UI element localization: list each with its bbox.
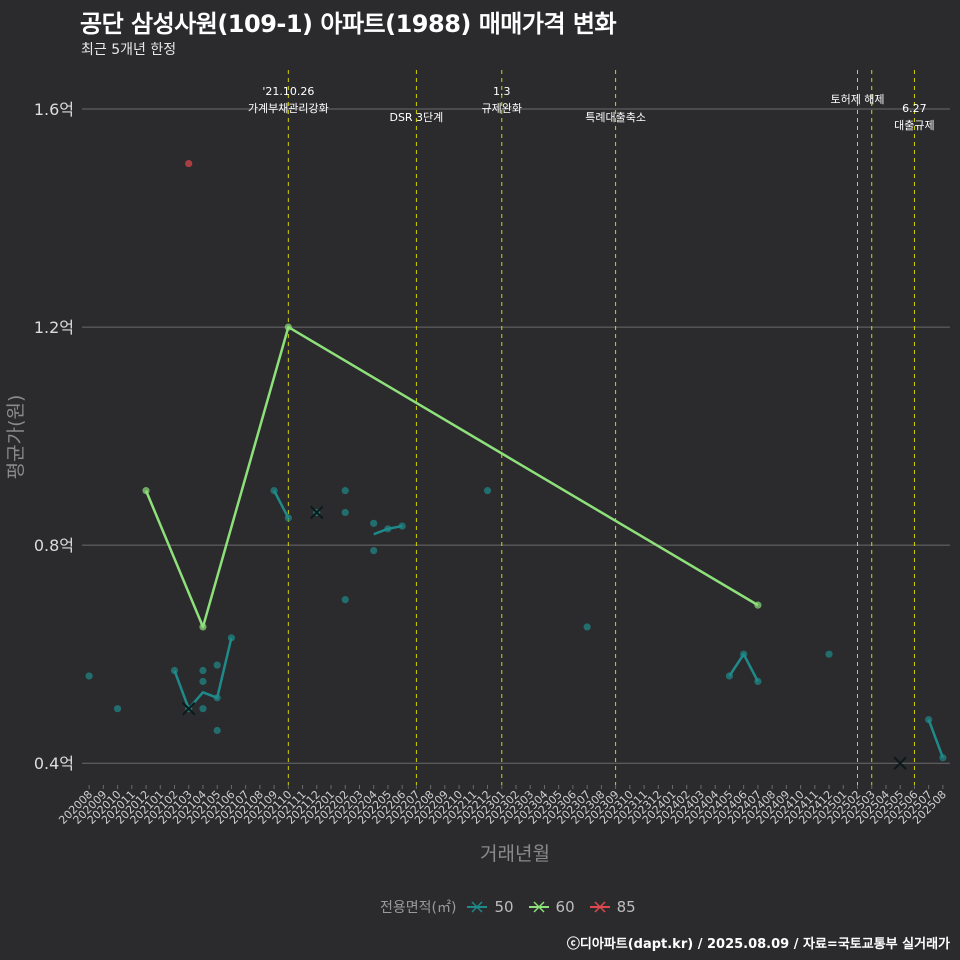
- x-marker-stroke: [893, 756, 907, 770]
- data-point-50: [583, 623, 591, 631]
- legend-title: 전용면적(㎡): [380, 900, 457, 916]
- chart-title: 공단 삼성사원(109-1) 아파트(1988) 매매가격 변화: [80, 10, 617, 38]
- event-annotation: DSR 3단계: [389, 111, 443, 124]
- data-point-50: [825, 650, 833, 658]
- data-point-50: [341, 596, 349, 604]
- data-point-50: [370, 547, 378, 555]
- y-tick-label: 0.8억: [34, 536, 74, 555]
- data-point-50: [341, 487, 349, 495]
- y-tick-label: 1.6억: [34, 100, 74, 119]
- legend-label-60: 60: [555, 898, 575, 916]
- data-point-50: [398, 522, 406, 530]
- series-line-50: [272, 490, 290, 519]
- data-point-60: [199, 623, 207, 631]
- data-point-60: [284, 323, 292, 331]
- data-point-50: [170, 666, 179, 675]
- data-point-50: [754, 677, 762, 686]
- x-axis-ticks: 2020082020092020102020112020122021012021…: [56, 785, 949, 827]
- series-lines: [144, 325, 945, 759]
- legend: 전용면적(㎡) 50 60 85: [380, 896, 650, 918]
- data-point-50: [213, 726, 221, 735]
- legend-swatch-50: [467, 901, 488, 913]
- data-point-50: [213, 661, 221, 669]
- data-point-50: [370, 519, 378, 527]
- series-line-50: [927, 719, 945, 759]
- x-marker-50: [893, 756, 907, 770]
- legend-item-85: 85: [589, 898, 636, 916]
- data-point-50: [199, 666, 207, 675]
- legend-item-60: 60: [528, 898, 575, 916]
- series-line-50: [728, 652, 760, 683]
- legend-item-50: 50: [466, 898, 514, 916]
- data-point-60: [142, 487, 150, 495]
- x-marker-stroke: [310, 505, 324, 520]
- data-point-50: [725, 672, 734, 680]
- data-point-50: [227, 634, 236, 642]
- data-point-50: [740, 650, 748, 658]
- event-annotation: 대출규제: [894, 119, 934, 132]
- data-point-50: [925, 715, 933, 724]
- grid-lines: [82, 108, 950, 764]
- x-axis-label: 거래년월: [480, 843, 550, 865]
- event-annotation: 특례대출축소: [585, 111, 646, 124]
- series-line-50: [173, 637, 233, 710]
- event-annotation: 토허제 해제: [830, 92, 884, 106]
- data-point-60: [754, 601, 762, 609]
- data-point-50: [213, 694, 221, 702]
- data-point-50: [199, 705, 207, 713]
- data-point-50: [199, 677, 207, 686]
- data-points: [85, 159, 947, 770]
- legend-label-50: 50: [494, 898, 514, 916]
- chart-subtitle: 최근 5개년 한정: [81, 42, 177, 58]
- event-annotation: 1.3: [493, 85, 511, 98]
- source-caption: ⓒ디아파트(dapt.kr) / 2025.08.09 / 자료=국토교통부 실…: [566, 937, 950, 952]
- data-point-50: [270, 487, 278, 495]
- event-annotation: 6.27: [902, 102, 927, 115]
- event-annotation: 규제완화: [482, 102, 522, 115]
- x-marker-stroke: [182, 701, 196, 716]
- data-point-50: [483, 487, 492, 495]
- data-point-50: [85, 672, 93, 680]
- series-line-60: [144, 325, 759, 629]
- event-lines: [287, 70, 915, 785]
- data-point-85: [185, 159, 193, 168]
- y-axis-label: 평균가(원): [5, 395, 27, 480]
- legend-label-85: 85: [616, 898, 636, 916]
- data-point-50: [341, 508, 349, 517]
- x-marker-50: [182, 701, 196, 716]
- legend-swatch-85: [589, 901, 610, 913]
- legend-swatch-60: [528, 901, 549, 913]
- event-annotation: 가계부채관리강화: [248, 102, 329, 115]
- event-annotation: '21.10.26: [262, 85, 314, 98]
- data-point-50: [939, 754, 947, 762]
- x-marker-50: [310, 505, 324, 520]
- data-point-50: [284, 514, 292, 522]
- y-tick-label: 0.4억: [34, 754, 74, 773]
- y-axis-ticks: 0.4억 0.8억 1.2억 1.6억: [34, 100, 74, 773]
- data-point-50: [384, 525, 392, 533]
- y-tick-label: 1.2억: [34, 318, 74, 337]
- data-point-50: [113, 705, 122, 713]
